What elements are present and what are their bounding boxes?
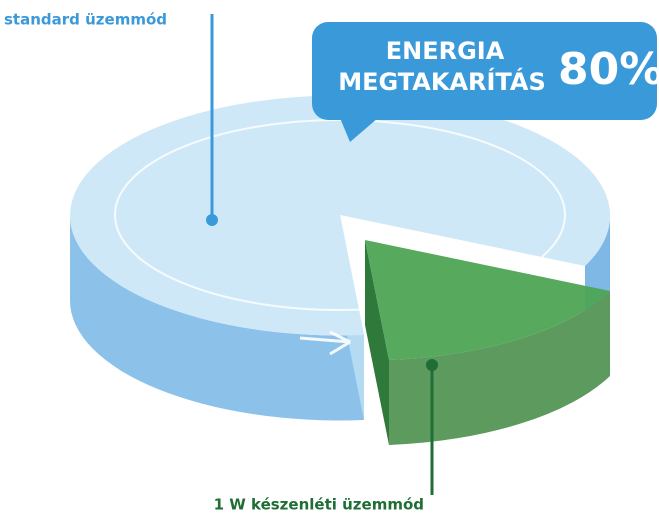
badge-line: MEGTAKARÍTÁS xyxy=(338,67,546,96)
label-standby: 1 W készenléti üzemmód xyxy=(214,496,424,514)
label-standard: standard üzemmód xyxy=(4,11,167,29)
badge-value: 80% xyxy=(558,44,659,95)
badge-line: ENERGIA xyxy=(386,37,505,65)
leader-dot xyxy=(206,214,218,226)
infographic: standard üzemmód 1 W készenléti üzemmód … xyxy=(0,0,659,518)
leader-dot xyxy=(426,359,438,371)
